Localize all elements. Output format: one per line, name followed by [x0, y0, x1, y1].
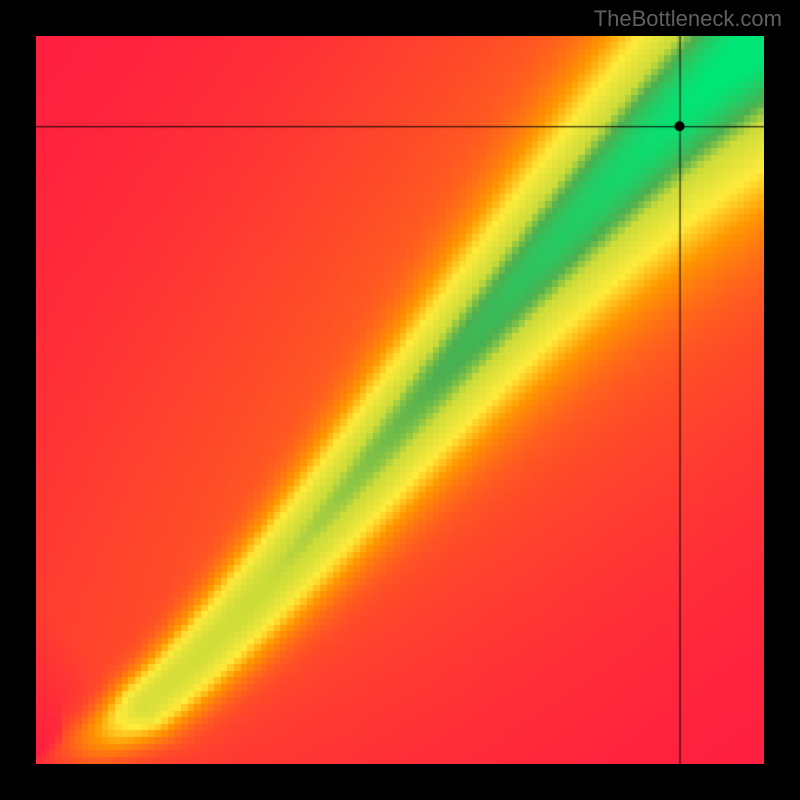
heatmap-plot [36, 36, 764, 764]
heatmap-canvas [36, 36, 764, 764]
watermark-text: TheBottleneck.com [594, 6, 782, 32]
